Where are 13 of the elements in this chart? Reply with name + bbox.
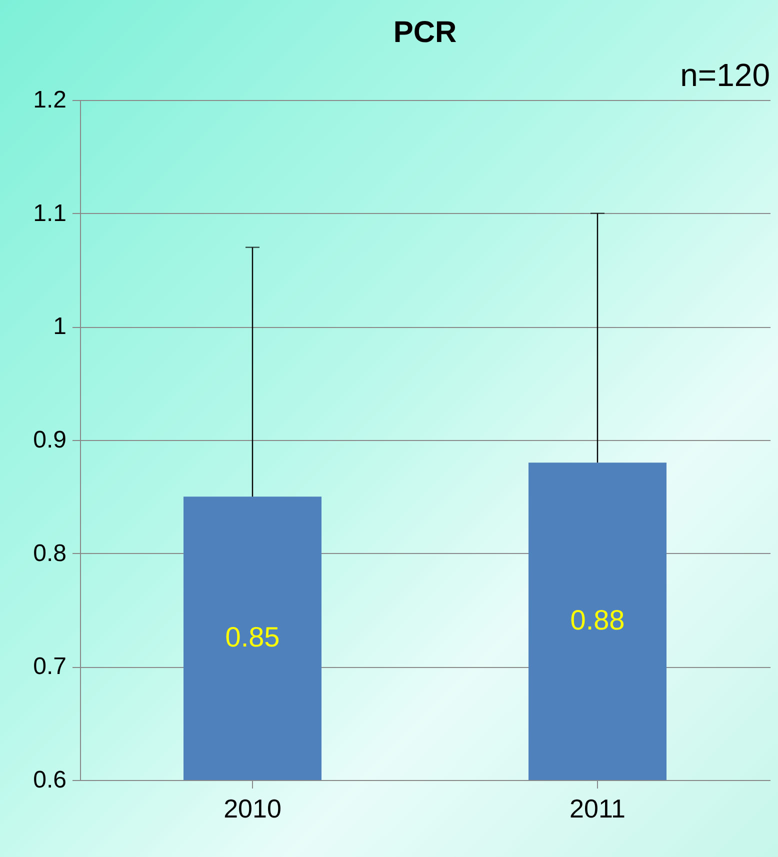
- text: n=120: [680, 57, 770, 93]
- data-label: 0.88: [570, 604, 625, 636]
- x-tick-label: 2010: [224, 794, 282, 824]
- y-tick-label: 1: [53, 313, 66, 340]
- y-tick-label: 1.1: [33, 200, 66, 227]
- y-tick-label: 1.2: [33, 86, 66, 114]
- y-tick-label: 0.8: [33, 540, 66, 567]
- x-tick-label: 2011: [570, 794, 626, 824]
- y-tick-label: 0.9: [33, 426, 66, 454]
- chart-title: PCR: [393, 16, 458, 49]
- y-tick-label: 0.7: [33, 653, 66, 680]
- data-label: 0.85: [225, 621, 280, 652]
- y-tick-label: 0.6: [33, 766, 66, 794]
